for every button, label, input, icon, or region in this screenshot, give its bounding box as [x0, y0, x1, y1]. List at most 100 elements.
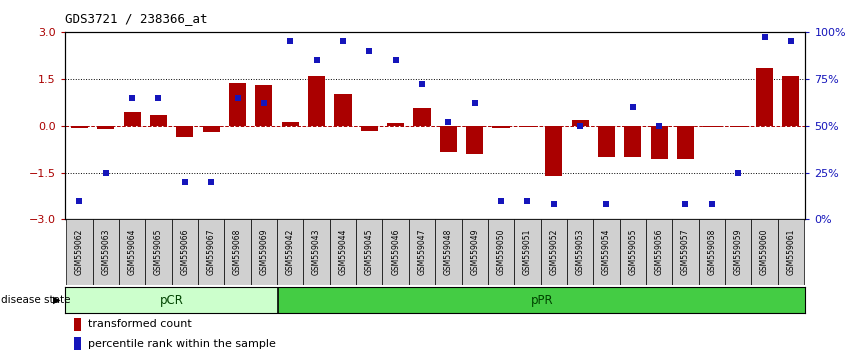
Bar [97, 126, 114, 130]
Bar [646, 219, 672, 285]
Bar [277, 219, 303, 285]
Point [784, 39, 798, 44]
Bar [409, 219, 435, 285]
Text: GSM559066: GSM559066 [180, 229, 190, 275]
Bar [677, 126, 694, 159]
Point [679, 202, 693, 207]
Text: GSM559048: GSM559048 [444, 229, 453, 275]
Point [468, 100, 481, 106]
Text: GSM559060: GSM559060 [760, 229, 769, 275]
Bar [440, 126, 457, 152]
Point [336, 39, 350, 44]
Point [283, 39, 297, 44]
Text: transformed count: transformed count [87, 319, 191, 329]
Bar [281, 122, 299, 126]
Point [546, 202, 560, 207]
Bar [572, 120, 589, 126]
Text: GSM559046: GSM559046 [391, 229, 400, 275]
Text: GDS3721 / 238366_at: GDS3721 / 238366_at [65, 12, 208, 25]
Bar [387, 122, 404, 126]
Point [520, 198, 534, 204]
Bar [65, 287, 278, 313]
Bar [672, 219, 699, 285]
Point [494, 198, 508, 204]
Bar [514, 219, 540, 285]
Text: GSM559051: GSM559051 [523, 229, 532, 275]
Bar [203, 126, 220, 132]
Text: GSM559065: GSM559065 [154, 229, 163, 275]
Bar [488, 219, 514, 285]
Bar [93, 219, 119, 285]
Bar [725, 219, 752, 285]
Point [152, 95, 165, 101]
Text: pPR: pPR [531, 293, 553, 307]
Text: GSM559042: GSM559042 [286, 229, 294, 275]
Bar [540, 219, 567, 285]
Point [705, 202, 719, 207]
Text: GSM559067: GSM559067 [207, 229, 216, 275]
Bar [124, 112, 140, 126]
Point [257, 100, 271, 106]
Bar [593, 219, 619, 285]
Text: GSM559043: GSM559043 [312, 229, 321, 275]
Bar [730, 126, 746, 127]
Point [599, 202, 613, 207]
Bar [782, 76, 799, 126]
Text: GSM559056: GSM559056 [655, 229, 663, 275]
Point [389, 57, 403, 63]
Bar [435, 219, 462, 285]
Point [731, 170, 745, 176]
Bar [413, 108, 430, 126]
Text: disease state: disease state [1, 295, 70, 305]
Text: GSM559063: GSM559063 [101, 229, 110, 275]
Bar [598, 126, 615, 157]
Text: GSM559059: GSM559059 [734, 229, 743, 275]
Bar [171, 219, 198, 285]
Text: GSM559064: GSM559064 [127, 229, 137, 275]
Bar [699, 219, 725, 285]
Text: GSM559050: GSM559050 [496, 229, 506, 275]
Bar [255, 85, 273, 126]
Bar [383, 219, 409, 285]
Bar [703, 126, 721, 127]
Point [99, 170, 113, 176]
Point [652, 123, 666, 129]
Point [415, 81, 429, 87]
Bar [224, 219, 251, 285]
Bar [229, 84, 246, 126]
Point [126, 95, 139, 101]
Text: GSM559069: GSM559069 [260, 229, 268, 275]
Text: GSM559052: GSM559052 [549, 229, 559, 275]
Bar [67, 219, 93, 285]
Point [73, 198, 87, 204]
Text: percentile rank within the sample: percentile rank within the sample [87, 339, 275, 349]
Bar [71, 126, 88, 128]
Text: GSM559057: GSM559057 [681, 229, 690, 275]
Bar [466, 126, 483, 154]
Bar [251, 219, 277, 285]
Text: GSM559047: GSM559047 [417, 229, 426, 275]
Bar [330, 219, 356, 285]
Bar [150, 115, 167, 126]
Text: GSM559044: GSM559044 [339, 229, 347, 275]
Text: GSM559062: GSM559062 [75, 229, 84, 275]
Bar [756, 68, 773, 126]
Text: GSM559049: GSM559049 [470, 229, 479, 275]
Point [626, 104, 640, 110]
Bar [519, 126, 536, 127]
Bar [778, 219, 804, 285]
Bar [650, 126, 668, 159]
Bar [361, 126, 378, 131]
Bar [752, 219, 778, 285]
Bar [119, 219, 145, 285]
Point [758, 35, 772, 40]
Text: GSM559058: GSM559058 [708, 229, 716, 275]
Bar [567, 219, 593, 285]
Text: GSM559054: GSM559054 [602, 229, 611, 275]
Bar [177, 126, 193, 137]
Bar [278, 287, 805, 313]
Bar [462, 219, 488, 285]
Point [310, 57, 324, 63]
Point [362, 48, 376, 53]
Text: pCR: pCR [159, 293, 184, 307]
